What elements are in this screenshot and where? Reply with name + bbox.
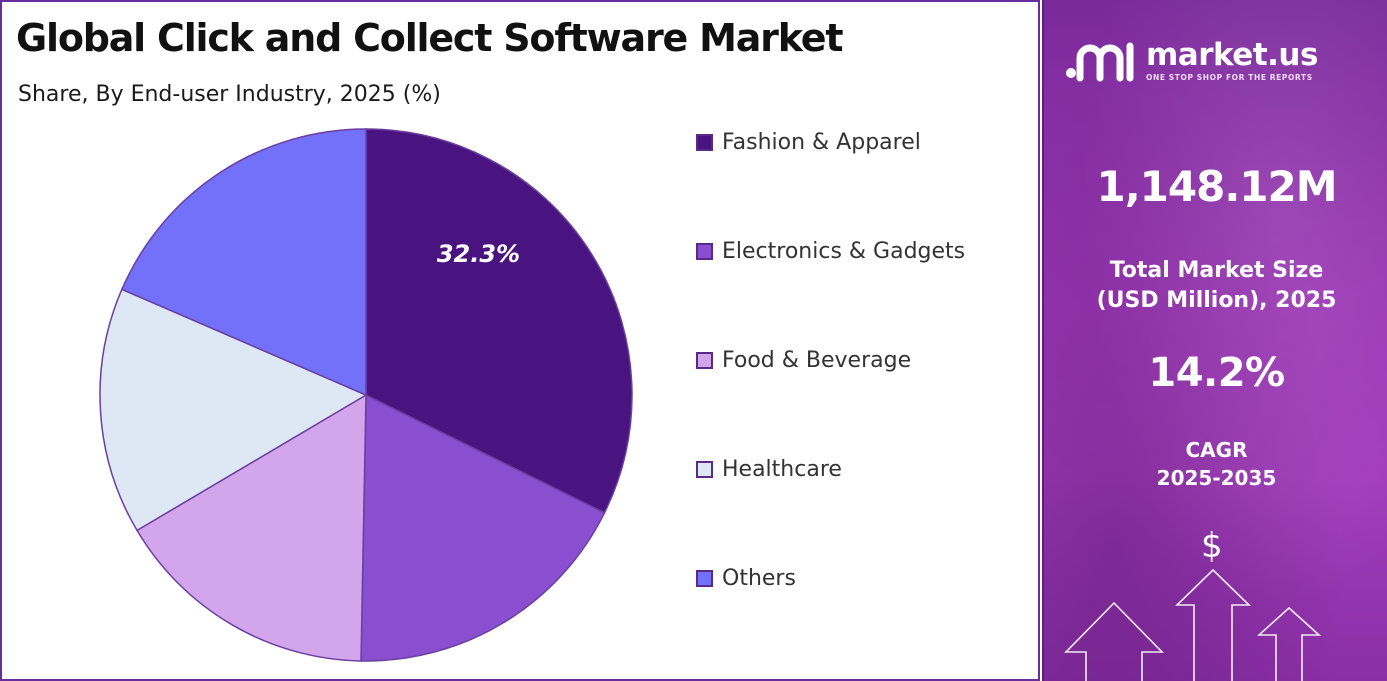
market-size-label: Total Market Size (USD Million), 2025: [1044, 256, 1387, 316]
pie-slice-food-beverage: [136, 393, 367, 662]
legend-swatch-healthcare: [696, 461, 713, 478]
legend-item-others: Others: [696, 566, 796, 591]
up-arrow-icon: [1064, 601, 1164, 681]
pie-slice-others: [120, 128, 367, 397]
brand-tagline: ONE STOP SHOP FOR THE REPORTS: [1146, 72, 1313, 82]
dollar-icon: $: [1201, 526, 1223, 566]
cagr-label: CAGR 2025-2035: [1044, 436, 1387, 492]
brand-name: market.us: [1146, 36, 1318, 73]
chart-subtitle: Share, By End-user Industry, 2025 (%): [18, 82, 441, 107]
legend-label-electronics-gadgets: Electronics & Gadgets: [722, 239, 966, 264]
legend-swatch-fashion-apparel: [696, 134, 713, 151]
legend-label-fashion-apparel: Fashion & Apparel: [722, 130, 921, 155]
cagr-label-line1: CAGR: [1185, 438, 1248, 462]
market-us-logo: market.us ONE STOP SHOP FOR THE REPORTS: [1064, 38, 1318, 82]
legend-label-healthcare: Healthcare: [722, 457, 842, 482]
legend-item-electronics-gadgets: Electronics & Gadgets: [696, 239, 965, 264]
growth-arrows: [1064, 568, 1322, 681]
market-size-value: 1,148.12M: [1096, 162, 1337, 211]
legend-swatch-electronics-gadgets: [696, 243, 713, 260]
market-size-label-line1: Total Market Size: [1109, 258, 1324, 283]
market-us-logo-icon: [1066, 42, 1134, 82]
pie-slice-healthcare: [99, 288, 368, 532]
chart-panel: Global Click and Collect Software Market…: [0, 0, 1040, 681]
up-arrow-icon: [1175, 568, 1251, 681]
market-size-label-line2: (USD Million), 2025: [1096, 288, 1337, 313]
up-arrow-icon: [1256, 606, 1322, 681]
logo-text: market.us ONE STOP SHOP FOR THE REPORTS: [1146, 39, 1318, 82]
legend-label-food-beverage: Food & Beverage: [722, 348, 912, 373]
summary-panel-background: [1044, 0, 1387, 681]
legend-label-others: Others: [722, 566, 796, 591]
pie-slice-fashion-apparel: [365, 128, 633, 514]
legend-swatch-others: [696, 570, 713, 587]
legend-item-food-beverage: Food & Beverage: [696, 348, 911, 373]
pie-data-label: 32.3%: [437, 240, 520, 268]
cagr-value: 14.2%: [1148, 350, 1285, 396]
chart-title: Global Click and Collect Software Market: [16, 16, 844, 60]
pie-chart: 32.3%: [99, 128, 633, 662]
legend-swatch-food-beverage: [696, 352, 713, 369]
legend-item-healthcare: Healthcare: [696, 457, 842, 482]
summary-panel: market.us ONE STOP SHOP FOR THE REPORTS …: [1042, 0, 1387, 681]
legend-item-fashion-apparel: Fashion & Apparel: [696, 130, 921, 155]
cagr-label-line2: 2025-2035: [1156, 466, 1277, 490]
pie-slice-electronics-gadgets: [360, 393, 606, 662]
